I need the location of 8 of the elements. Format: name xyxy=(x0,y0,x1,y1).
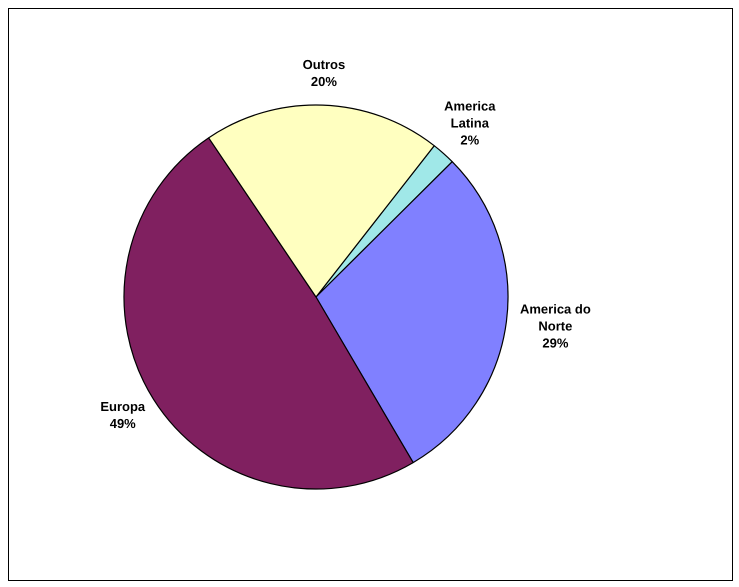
data-label: 49% xyxy=(110,416,136,431)
data-label: 2% xyxy=(460,132,480,148)
data-label: 20% xyxy=(310,74,338,90)
slice-label: Outros xyxy=(302,57,346,72)
slice-label: America Latina xyxy=(444,98,496,130)
slice-label: America do Norte xyxy=(520,301,591,334)
slice-label: Europa xyxy=(100,398,146,414)
data-label: 29% xyxy=(542,335,569,350)
